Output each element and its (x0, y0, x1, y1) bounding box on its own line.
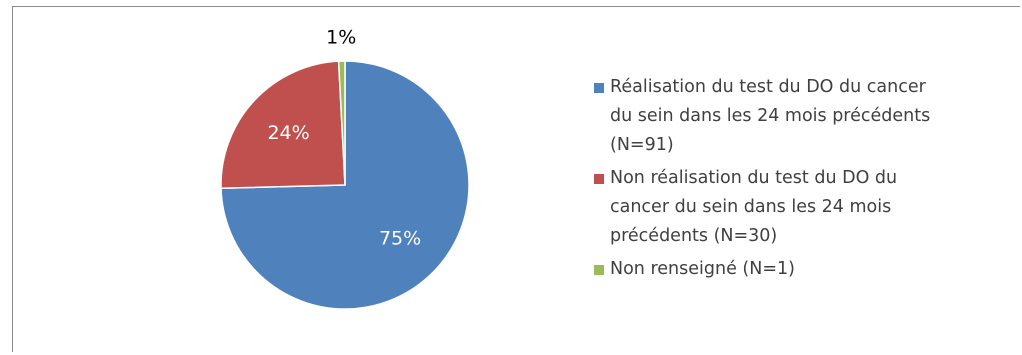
pie-slice-non-realisation (220, 60, 346, 189)
legend-label-realisation-line-2: du sein dans les 24 mois précédents (610, 106, 931, 126)
legend-label-non-realisation-line-1: Non réalisation du test du DO du (610, 168, 898, 188)
legend-label-non-renseigne: Non renseigné (N=1) (610, 259, 795, 279)
legend-label-non-realisation-line-3: précédents (N=30) (610, 226, 778, 246)
legend-swatch-non-realisation (594, 174, 604, 184)
legend-swatch-realisation (594, 83, 604, 93)
pie-chart: 75% 24% 1% (220, 26, 470, 310)
chart-area: 75% 24% 1% Réalisation du test du DO du ca… (12, 6, 1020, 352)
legend-item-non-realisation: Non réalisation du test du DO du cancer … (594, 164, 1022, 251)
slice-label-non-renseigne: 1% (326, 26, 356, 48)
legend-label-realisation-line-1: Réalisation du test du DO du cancer (610, 77, 926, 97)
legend-swatch-non-renseigne (594, 265, 604, 275)
legend-label-realisation-line-3: (N=91) (610, 135, 674, 155)
legend-item-non-renseigne: Non renseigné (N=1) (594, 255, 1022, 284)
legend-label-non-realisation-line-2: cancer du sein dans les 24 mois (610, 197, 892, 217)
slice-label-realisation: 75% (379, 228, 421, 250)
legend: Réalisation du test du DO du cancer du s… (594, 73, 1022, 288)
legend-item-realisation: Réalisation du test du DO du cancer du s… (594, 73, 1022, 160)
pie-slice-non-renseigne (337, 60, 346, 186)
slice-label-non-realisation: 24% (267, 122, 309, 144)
